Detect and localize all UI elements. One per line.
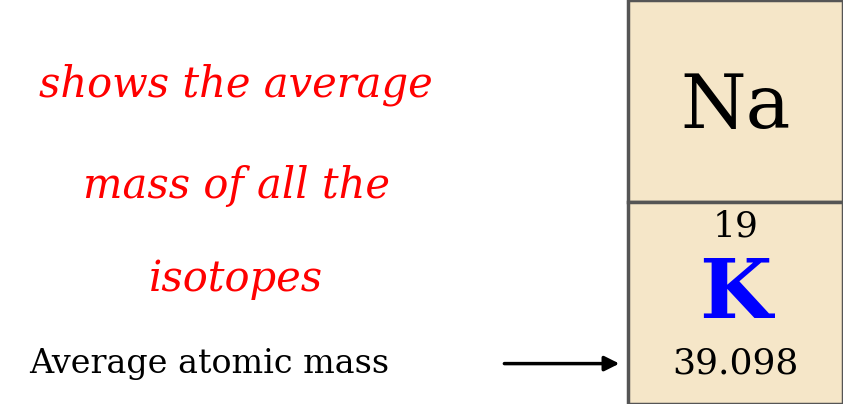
Text: 19: 19 [712, 209, 758, 243]
Text: shows the average: shows the average [39, 63, 433, 106]
Text: isotopes: isotopes [149, 258, 323, 300]
Text: K: K [699, 255, 771, 335]
Text: Average atomic mass: Average atomic mass [30, 347, 389, 380]
Bar [628, 202, 843, 404]
Text: Na: Na [680, 71, 790, 143]
Text: mass of all the: mass of all the [83, 165, 389, 207]
Bar [628, 0, 843, 202]
Text: 39.098: 39.098 [672, 347, 798, 381]
